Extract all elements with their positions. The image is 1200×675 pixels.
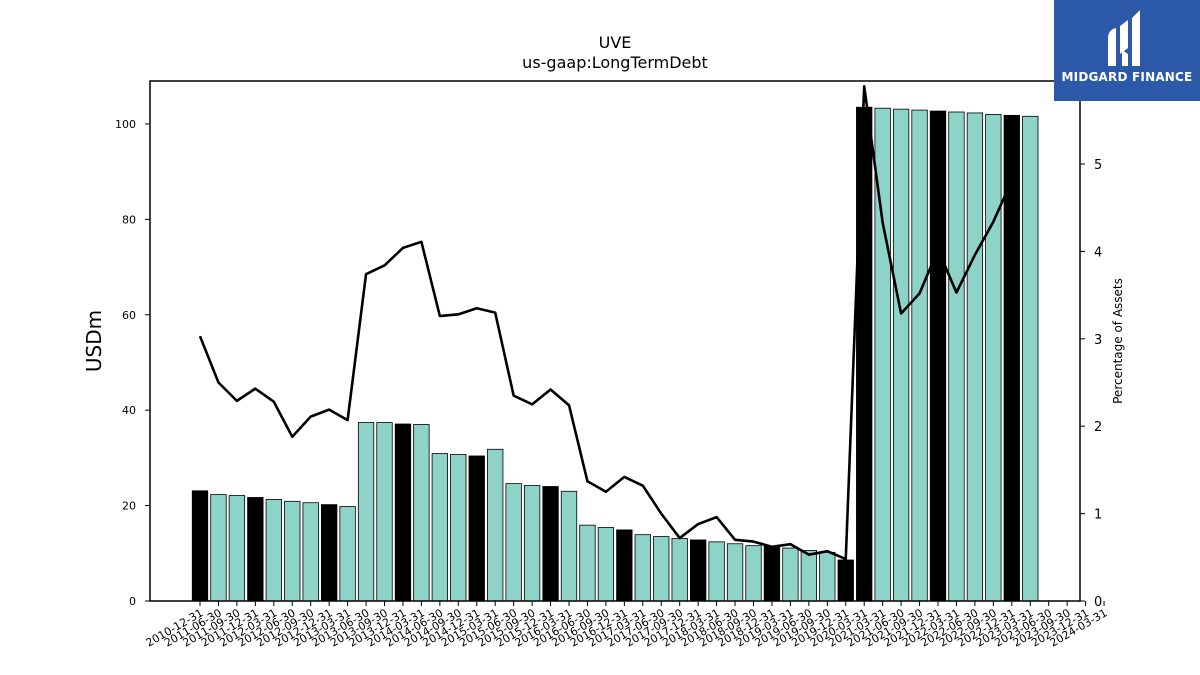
bar: [690, 539, 707, 602]
bar: [450, 454, 467, 602]
y-tick-label: 80: [122, 213, 136, 226]
percentage-line: [198, 84, 1013, 561]
bar: [911, 109, 928, 602]
bar: [1003, 114, 1020, 602]
bar: [468, 455, 485, 602]
bar: [929, 110, 947, 602]
bar: [1022, 115, 1039, 602]
bar: [671, 538, 688, 602]
bar: [487, 448, 504, 602]
bars: [191, 106, 1039, 602]
bar: [228, 495, 246, 602]
y-tick-label: 0: [129, 595, 136, 608]
y2-tick-label: 0: [1094, 595, 1102, 610]
bar: [800, 550, 817, 602]
bar: [560, 490, 578, 602]
bar: [320, 504, 338, 602]
plot-frame: [149, 80, 1081, 602]
bar: [247, 497, 264, 602]
bar: [210, 494, 227, 602]
bar: [542, 486, 559, 602]
y2-tick-label: 1: [1094, 508, 1102, 523]
x-axis: 2010-12-312011-06-302011-09-302011-12-31…: [144, 601, 1110, 650]
bar: [265, 498, 282, 602]
midgard-logo-icon: [1108, 10, 1140, 66]
bar: [339, 506, 356, 602]
bar: [763, 545, 781, 602]
y2-tick-label: 4: [1094, 245, 1102, 260]
bar: [302, 502, 319, 602]
bar: [505, 483, 522, 602]
y2-tick-label: 5: [1094, 158, 1102, 173]
bar: [616, 529, 633, 602]
bar: [708, 541, 725, 602]
chart-subtitle: us-gaap:LongTermDebt: [522, 53, 708, 72]
bar: [782, 547, 799, 602]
bar: [892, 108, 910, 602]
y-axis-label: USDm: [82, 310, 106, 372]
bar: [376, 422, 393, 602]
bar: [523, 485, 541, 602]
logo-text: MIDGARD FINANCE: [1061, 70, 1193, 84]
bar: [597, 527, 615, 602]
y2-axis-label: Percentage of Assets: [1111, 278, 1125, 404]
y-tick-label: 40: [122, 404, 136, 417]
bar: [431, 453, 449, 602]
bar: [966, 112, 984, 602]
right-axis: 0 1 2 3 4 5: [1080, 158, 1102, 610]
bar: [837, 559, 854, 602]
bar: [819, 551, 836, 602]
y-tick-label: 100: [115, 118, 136, 131]
bar: [653, 536, 670, 602]
y-tick-label: 60: [122, 309, 136, 322]
bar: [394, 423, 412, 602]
y2-tick-label: 3: [1094, 333, 1102, 348]
bar: [948, 111, 965, 602]
bar: [579, 524, 596, 602]
bar: [284, 500, 301, 602]
y2-tick-label: 2: [1094, 420, 1102, 435]
bar: [856, 106, 873, 602]
bar: [985, 113, 1002, 602]
y-tick-label: 20: [122, 500, 136, 513]
bar: [726, 543, 744, 602]
left-axis: 0 20 40 60 80 100: [115, 118, 150, 608]
bar: [745, 545, 762, 602]
midgard-finance-logo: MIDGARD FINANCE: [1054, 0, 1200, 101]
line-layer: [198, 84, 1013, 561]
bar: [634, 534, 651, 602]
bar: [357, 422, 375, 602]
bar: [191, 490, 209, 602]
bar: [413, 424, 430, 602]
chart-title: UVE: [599, 33, 632, 52]
